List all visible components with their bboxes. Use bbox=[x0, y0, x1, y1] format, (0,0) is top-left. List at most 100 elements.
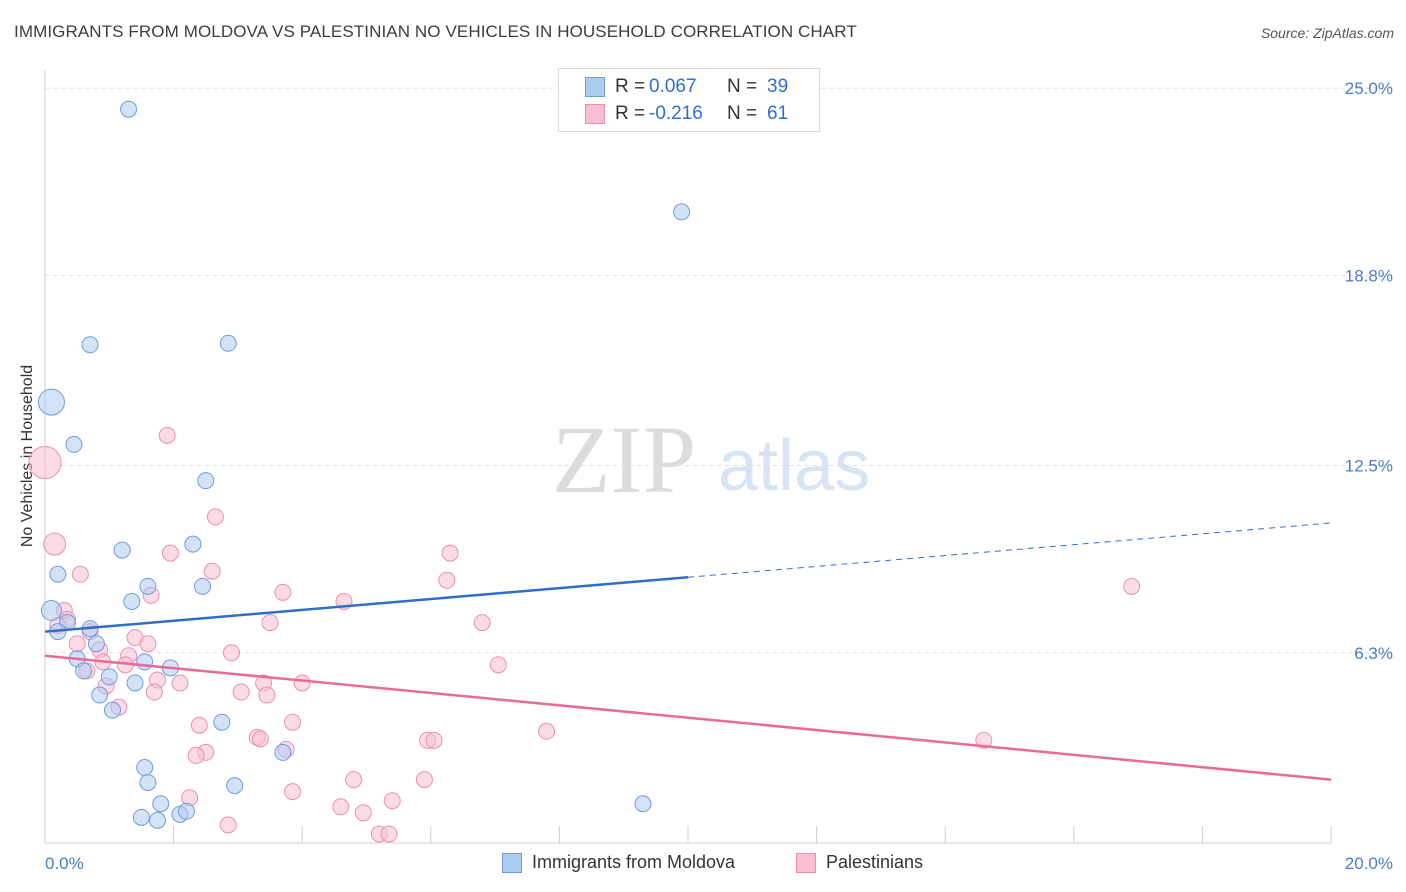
palestinians-swatch bbox=[585, 104, 605, 124]
source-label: Source: ZipAtlas.com bbox=[1260, 25, 1394, 41]
y-tick-label: 12.5% bbox=[1345, 457, 1393, 476]
moldova-point bbox=[136, 759, 154, 777]
palestinian-point bbox=[71, 565, 89, 583]
moldova-point bbox=[274, 743, 292, 761]
palestinian-point bbox=[538, 722, 556, 740]
legend-label-moldova: Immigrants from Moldova bbox=[532, 852, 736, 872]
moldova-point bbox=[126, 674, 144, 692]
moldova-point bbox=[91, 686, 109, 704]
palestinian-point bbox=[975, 731, 993, 749]
n-label: N = bbox=[727, 103, 758, 124]
palestinian-point bbox=[258, 686, 276, 704]
watermark: ZIP atlas bbox=[552, 406, 870, 513]
palestinian-point bbox=[380, 825, 398, 843]
legend-row-palestinians: R = -0.216 N = 61 bbox=[585, 102, 788, 126]
palestinian-point bbox=[161, 544, 179, 562]
moldova-point bbox=[139, 577, 157, 595]
palestinian-point bbox=[383, 792, 401, 810]
palestinian-point bbox=[219, 816, 237, 834]
moldova-point bbox=[152, 795, 170, 813]
moldova-swatch bbox=[502, 852, 522, 873]
palestinian-point bbox=[415, 771, 433, 789]
correlation-legend: R = 0.067 N = 39 R = -0.216 N = 61 bbox=[558, 68, 820, 132]
palestinian-point bbox=[206, 508, 224, 526]
palestinian-point bbox=[139, 635, 157, 653]
moldova-point bbox=[149, 811, 167, 829]
x-tick-label: 0.0% bbox=[45, 854, 84, 873]
r-value: -0.216 bbox=[649, 103, 703, 124]
palestinian-point bbox=[332, 798, 350, 816]
moldova-point bbox=[49, 565, 67, 583]
r-value: 0.067 bbox=[649, 76, 697, 97]
moldova-trend-extension bbox=[687, 522, 1332, 578]
legend-label-palestinians: Palestinians bbox=[826, 852, 924, 872]
palestinian-point bbox=[489, 656, 507, 674]
moldova-point bbox=[213, 713, 231, 731]
palestinian-point bbox=[284, 783, 302, 801]
x-tick-label: 20.0% bbox=[1345, 854, 1393, 873]
palestinian-point bbox=[232, 683, 250, 701]
moldova-point bbox=[177, 802, 195, 820]
r-label: R = bbox=[615, 76, 646, 97]
palestinian-point bbox=[222, 644, 240, 662]
palestinian-point bbox=[473, 614, 491, 632]
moldova-trend-line bbox=[44, 576, 689, 633]
palestinian-point bbox=[68, 635, 86, 653]
x-tick-labels: 0.0% 20.0% bbox=[45, 854, 1393, 873]
moldova-point bbox=[113, 541, 131, 559]
moldova-point bbox=[226, 777, 244, 795]
moldova-point bbox=[75, 662, 93, 680]
y-tick-label: 6.3% bbox=[1354, 644, 1393, 663]
moldova-point bbox=[123, 592, 141, 610]
palestinian-point bbox=[293, 674, 311, 692]
legend-item-moldova[interactable]: Immigrants from Moldova bbox=[502, 852, 735, 873]
grid-lines bbox=[45, 87, 1392, 654]
moldova-point bbox=[184, 535, 202, 553]
palestinian-point bbox=[354, 804, 372, 822]
palestinian-point bbox=[43, 532, 67, 556]
moldova-point bbox=[139, 774, 157, 792]
n-label: N = bbox=[727, 76, 758, 97]
palestinian-point bbox=[1123, 577, 1141, 595]
trend-lines bbox=[44, 522, 1332, 781]
n-value: 39 bbox=[767, 76, 789, 97]
palestinian-point bbox=[441, 544, 459, 562]
palestinian-point bbox=[251, 730, 269, 748]
palestinian-point bbox=[187, 746, 205, 764]
moldova-point bbox=[104, 701, 122, 719]
moldova-point bbox=[194, 577, 212, 595]
moldova-point bbox=[81, 336, 99, 354]
palestinian-point bbox=[261, 614, 279, 632]
moldova-point bbox=[65, 435, 83, 453]
moldova-swatch bbox=[585, 77, 605, 97]
palestinian-point bbox=[190, 716, 208, 734]
palestinians-swatch bbox=[796, 852, 816, 873]
moldova-point bbox=[197, 472, 215, 490]
palestinian-point bbox=[345, 771, 363, 789]
palestinian-point bbox=[203, 562, 221, 580]
legend-row-moldova: R = 0.067 N = 39 bbox=[585, 75, 788, 99]
y-tick-labels: 6.3% 12.5% 18.8% 25.0% bbox=[1345, 79, 1393, 663]
legend-item-palestinians[interactable]: Palestinians bbox=[796, 852, 923, 873]
moldova-point bbox=[219, 334, 237, 352]
moldova-point bbox=[132, 808, 150, 826]
palestinian-point bbox=[171, 674, 189, 692]
y-tick-label: 18.8% bbox=[1345, 266, 1393, 285]
palestinian-point bbox=[284, 713, 302, 731]
watermark-zip: ZIP bbox=[552, 406, 696, 513]
palestinian-point bbox=[425, 731, 443, 749]
moldova-point bbox=[120, 100, 138, 118]
palestinian-point bbox=[274, 583, 292, 601]
moldova-point bbox=[87, 635, 105, 653]
moldova-point bbox=[40, 599, 62, 621]
palestinian-point bbox=[28, 446, 62, 480]
y-tick-label: 25.0% bbox=[1345, 79, 1393, 98]
palestinians-points bbox=[28, 426, 1141, 843]
watermark-atlas: atlas bbox=[718, 426, 870, 506]
moldova-point bbox=[100, 668, 118, 686]
palestinian-point bbox=[145, 683, 163, 701]
moldova-point bbox=[37, 388, 65, 416]
moldova-point bbox=[136, 653, 154, 671]
moldova-point bbox=[634, 795, 652, 813]
